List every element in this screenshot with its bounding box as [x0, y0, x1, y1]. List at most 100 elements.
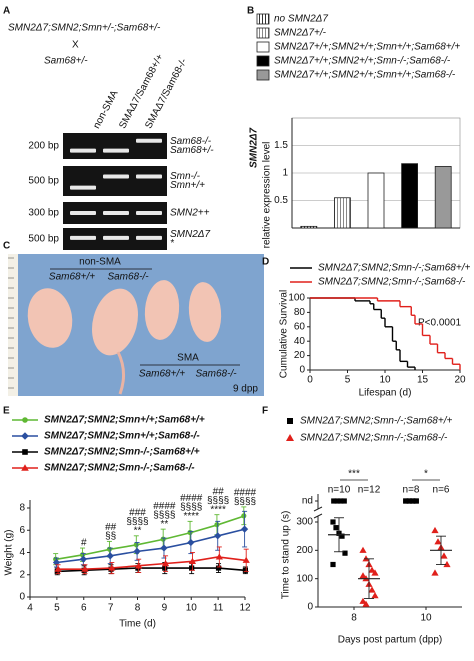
y-tick-label: 0: [299, 365, 305, 376]
legend-label: SMN2Δ7+/+;SMN2+/+;Smn+/+;Sam68-/-: [274, 70, 456, 81]
marker: [286, 434, 294, 441]
gel-band: [103, 211, 129, 215]
significance-mark: **: [134, 525, 142, 536]
n-label: n=10: [328, 485, 351, 496]
significance-mark: *: [424, 469, 428, 480]
gel: [63, 133, 167, 159]
band-label: SMN2Δ7: [170, 229, 210, 240]
gel-band: [70, 148, 96, 153]
gel: [63, 166, 167, 196]
marker: [287, 418, 293, 424]
n-label: n=6: [433, 485, 450, 496]
bar: [401, 163, 419, 229]
marker: [161, 560, 170, 567]
marker: [440, 552, 448, 559]
marker: [187, 529, 193, 536]
marker: [21, 464, 29, 471]
cross-text: Sam68+/-: [44, 56, 88, 67]
panel-letter: C: [3, 241, 10, 252]
marker: [371, 569, 379, 576]
y-tick-label: 0: [19, 592, 25, 603]
gel-band: [103, 235, 129, 240]
x-tick-label: 20: [454, 375, 466, 386]
bar: [434, 165, 452, 229]
marker: [160, 536, 166, 542]
marker: [341, 498, 347, 504]
legend-label: SMN2Δ7+/-: [274, 28, 327, 39]
y-tick-label: 60: [294, 321, 306, 332]
band-label: Sam68-/-: [170, 136, 212, 147]
x-tick-label: 11: [213, 603, 224, 614]
marker: [371, 592, 379, 599]
legend-label: SMN2Δ7;SMN2;Smn+/+;Sam68-/-: [44, 431, 200, 442]
x-axis-title: Time (d): [119, 619, 156, 630]
significance-mark: ##: [105, 522, 117, 533]
marker: [188, 557, 197, 564]
x-tick-label: 10: [420, 613, 432, 624]
legend-label: SMN2Δ7;SMN2;Smn-/-;Sam68+/+: [318, 263, 470, 274]
marker: [106, 546, 113, 552]
gel-band: [136, 211, 162, 215]
marker: [410, 498, 416, 504]
n-label: n=12: [358, 485, 381, 496]
x-tick-label: 15: [417, 375, 429, 386]
x-axis-title: Days post partum (dpp): [338, 635, 443, 646]
group-label: non-SMA: [79, 257, 121, 268]
significance-mark: ###: [129, 507, 146, 518]
significance-mark: **: [160, 519, 168, 530]
significance-mark: ****: [183, 511, 199, 522]
y-tick-label: 4: [19, 547, 25, 558]
x-tick-label: 12: [239, 603, 251, 614]
x-tick-label: 4: [27, 603, 33, 614]
band-label: *: [170, 238, 175, 249]
significance-mark: §§: [105, 531, 116, 542]
pup: [91, 288, 139, 356]
cross-text: SMN2Δ7;SMN2;Smn+/-;Sam68+/-: [8, 23, 161, 34]
y-axis-title: Time to stand up (s): [281, 511, 292, 600]
pup: [188, 282, 222, 342]
legend-swatch: [256, 13, 270, 25]
x-tick-label: 6: [81, 603, 87, 614]
y-tick-label: 1.5: [274, 140, 288, 151]
x-tick-label: 8: [351, 613, 357, 624]
marker: [187, 538, 195, 547]
y-tick-label: 6: [19, 525, 25, 536]
marker: [334, 498, 340, 504]
x-tick-label: 5: [345, 375, 351, 386]
genotype-label: Sam68-/-: [195, 369, 237, 380]
marker: [242, 556, 250, 563]
panel-letter: D: [262, 257, 269, 268]
series-line: [56, 515, 246, 560]
lane-label: non-SMA: [91, 88, 120, 130]
marker: [21, 432, 29, 440]
annotation: P<0.0001: [418, 318, 462, 329]
y-axis-title: SMN2Δ7: [249, 128, 260, 168]
significance-mark: §§§§: [207, 495, 229, 506]
y-axis-title: Cumulative Survival: [279, 290, 290, 378]
y-tick-label: 2: [19, 569, 25, 580]
legend-swatch: [256, 69, 270, 81]
bar: [333, 197, 351, 229]
panel-letter: A: [3, 6, 10, 17]
gel-band: [70, 235, 96, 240]
size-marker: 500 bp: [28, 234, 59, 245]
marker: [133, 542, 139, 548]
x-axis-title: Lifespan (d): [359, 388, 412, 399]
y-tick-label: 40: [294, 336, 306, 347]
x-tick-label: 5: [54, 603, 60, 614]
genotype-label: Sam68+/+: [49, 272, 95, 283]
y-tick-label: 8: [19, 503, 25, 514]
marker: [108, 564, 116, 571]
pup: [144, 280, 180, 340]
y-tick-label: 0.5: [274, 195, 288, 206]
legend-label: SMN2Δ7;SMN2;Smn-/-;Sam68+/+: [300, 416, 452, 427]
marker: [362, 600, 370, 607]
significance-mark: §§§§: [180, 502, 202, 513]
significance-mark: #: [81, 538, 87, 549]
significance-mark: ####: [234, 488, 257, 499]
significance-mark: ####: [153, 501, 176, 512]
axis-break: [313, 506, 323, 512]
gel-band: [70, 185, 96, 190]
legend-swatch: [256, 55, 270, 67]
significance-mark: §§§§: [126, 516, 148, 527]
